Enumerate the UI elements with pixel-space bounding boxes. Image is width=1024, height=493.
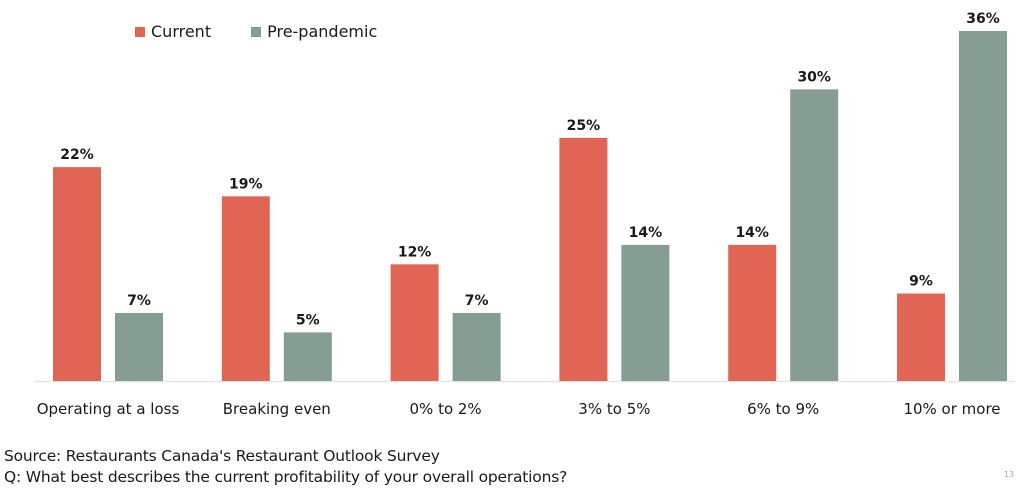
data-label-pre-pandemic: 36% (966, 11, 1000, 27)
data-label-pre-pandemic: 14% (629, 225, 663, 241)
chart-footer: Source: Restaurants Canada's Restaurant … (4, 446, 567, 488)
bar-current (390, 264, 439, 381)
x-tick-label: Operating at a loss (37, 400, 180, 418)
legend-item-pre-pandemic: Pre-pandemic (251, 22, 377, 41)
data-label-pre-pandemic: 5% (296, 312, 320, 328)
data-label-current: 12% (398, 244, 432, 260)
data-label-current: 22% (60, 147, 94, 163)
x-tick-label: 10% or more (903, 400, 1000, 418)
legend-label-pre-pandemic: Pre-pandemic (267, 22, 378, 41)
bar-pre-pandemic (115, 312, 163, 381)
data-label-current: 19% (229, 176, 263, 192)
bar-current (53, 167, 101, 381)
data-label-pre-pandemic: 7% (465, 293, 489, 309)
x-tick-label: 6% to 9% (747, 400, 819, 418)
bar-chart: 22% 7% Operating at a loss 19% 5% Breaking ev… (35, 11, 1015, 418)
bar-current (728, 244, 777, 381)
data-label-current: 9% (909, 274, 933, 290)
bar-pre-pandemic (621, 244, 670, 381)
legend-label-current: Current (151, 22, 212, 41)
bar-current (559, 137, 608, 381)
data-label-pre-pandemic: 7% (127, 293, 151, 309)
data-label-current: 25% (567, 118, 601, 134)
chart-legend: Current Pre-pandemic (135, 22, 377, 41)
page-number: 13 (1003, 470, 1014, 479)
data-label-current: 14% (735, 225, 769, 241)
legend-swatch-pre-pandemic (251, 26, 262, 37)
survey-question: Q: What best describes the current profi… (4, 468, 568, 486)
data-label-pre-pandemic: 30% (797, 69, 831, 85)
bar-pre-pandemic (452, 312, 501, 381)
bar-pre-pandemic (283, 332, 332, 381)
bar-pre-pandemic (790, 89, 839, 381)
bar-pre-pandemic (959, 31, 1007, 381)
legend-swatch-current (135, 26, 145, 37)
bar-current (897, 293, 945, 381)
legend-item-current: Current (135, 22, 211, 41)
x-tick-label: Breaking even (223, 400, 331, 418)
x-tick-label: 3% to 5% (578, 400, 650, 418)
bar-current (221, 196, 270, 381)
source-note: Source: Restaurants Canada's Restaurant … (4, 447, 440, 465)
x-tick-label: 0% to 2% (410, 400, 482, 418)
